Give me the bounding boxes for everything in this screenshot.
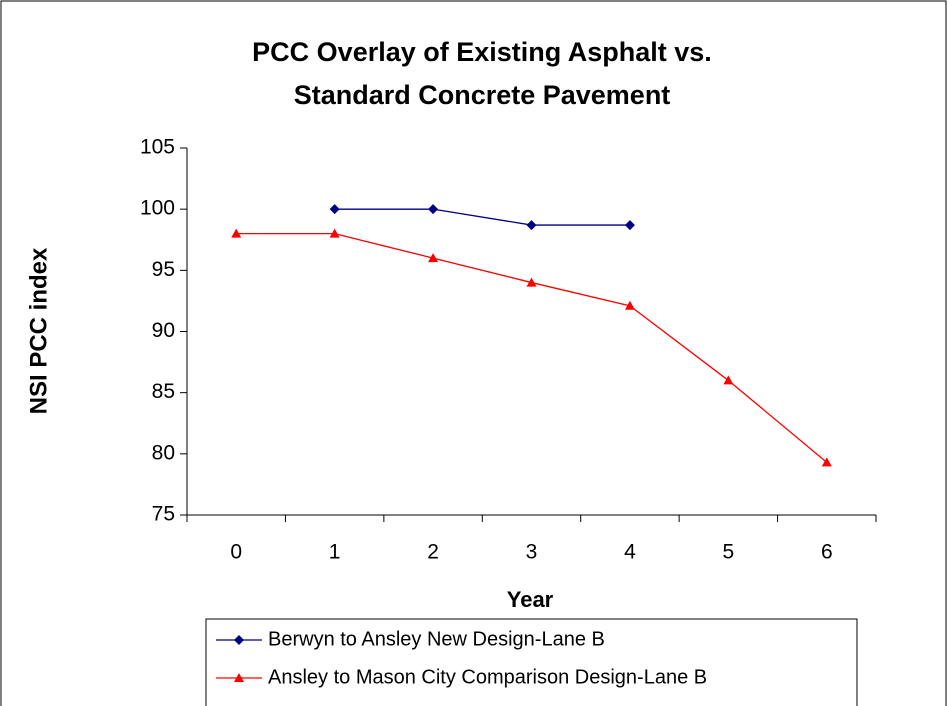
chart-title: Standard Concrete Pavement xyxy=(294,80,671,110)
y-axis-label: NSI PCC index xyxy=(25,247,52,414)
marker xyxy=(329,204,340,215)
y-tick-label: 80 xyxy=(152,441,175,464)
y-tick-label: 75 xyxy=(152,503,175,526)
x-tick-label: 3 xyxy=(526,541,538,564)
marker xyxy=(428,204,439,215)
x-tick-label: 4 xyxy=(624,541,636,564)
x-tick-label: 1 xyxy=(329,541,341,564)
legend-box xyxy=(205,618,858,706)
x-tick-label: 6 xyxy=(821,541,833,564)
x-tick-label: 0 xyxy=(230,541,242,564)
x-tick-label: 2 xyxy=(427,541,439,564)
y-tick-label: 100 xyxy=(140,197,175,220)
y-tick-label: 95 xyxy=(152,258,175,281)
marker xyxy=(821,457,832,467)
y-tick-label: 85 xyxy=(152,380,175,403)
x-axis-label: Year xyxy=(507,587,554,612)
series-line xyxy=(334,208,630,226)
legend-label: Ansley to Mason City Comparison Design-L… xyxy=(268,666,707,688)
marker xyxy=(329,228,340,238)
marker xyxy=(526,277,537,287)
marker xyxy=(231,228,242,238)
marker xyxy=(624,220,635,231)
legend-marker xyxy=(234,673,244,682)
legend-marker xyxy=(234,635,244,645)
marker xyxy=(526,220,537,231)
y-tick-label: 105 xyxy=(140,136,175,159)
marker xyxy=(428,253,439,263)
marker xyxy=(723,375,734,385)
marker xyxy=(624,300,635,310)
y-tick-label: 90 xyxy=(152,319,175,342)
legend-label: Berwyn to Ansley New Design-Lane B xyxy=(268,628,605,650)
chart-title: PCC Overlay of Existing Asphalt vs. xyxy=(252,37,712,67)
x-tick-label: 5 xyxy=(723,541,735,564)
